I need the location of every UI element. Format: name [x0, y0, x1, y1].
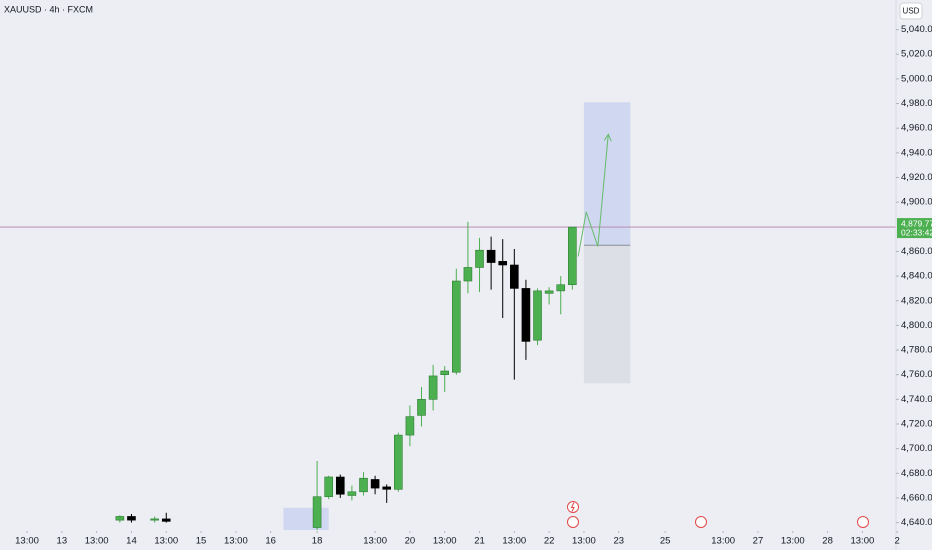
y-tick-label: 4,900.00	[901, 197, 932, 208]
x-tick-label: 16	[265, 536, 276, 547]
y-tick-label: 4,640.00	[901, 517, 932, 528]
y-tick-label: 4,700.00	[901, 443, 932, 454]
candle-body	[382, 486, 391, 490]
candle-body	[463, 267, 473, 282]
target-zone	[583, 102, 631, 246]
candle-body	[370, 479, 380, 489]
x-tick-label: 13:00	[711, 536, 735, 547]
x-tick-label: 23	[613, 536, 624, 547]
x-tick-label: 13:00	[154, 536, 178, 547]
candle-body	[498, 261, 508, 266]
candle-body	[324, 476, 333, 498]
x-tick-label: 22	[544, 536, 555, 547]
x-tick-label: 27	[753, 536, 764, 547]
y-tick-label: 4,780.00	[901, 345, 932, 356]
y-tick-label: 4,660.00	[901, 492, 932, 503]
candle-body	[452, 280, 461, 373]
x-tick-label: 13:00	[850, 536, 874, 547]
x-tick-label: 13:00	[433, 536, 457, 547]
y-tick-label: 4,940.00	[901, 147, 932, 158]
candle-body	[359, 477, 368, 493]
x-tick-label: 28	[822, 536, 833, 547]
x-tick-label: 2	[895, 536, 900, 547]
last-price-label: 4,879.77	[901, 218, 932, 228]
y-tick-label: 4,680.00	[901, 468, 932, 479]
candle-body	[440, 370, 450, 375]
y-tick-label: 4,980.00	[901, 98, 932, 109]
y-tick-label: 4,800.00	[901, 320, 932, 331]
x-tick-label: 13:00	[85, 536, 109, 547]
candle-body	[510, 264, 519, 289]
x-tick-label: 13	[57, 536, 68, 547]
candle-body	[335, 476, 345, 495]
candle-body	[417, 399, 426, 416]
candle-body	[127, 516, 136, 521]
y-tick-label: 4,720.00	[901, 419, 932, 430]
y-tick-label: 5,000.00	[901, 73, 932, 84]
axes: 4,640.00 4,660.00 4,680.00 4,700.00 4,720.00…	[15, 24, 932, 547]
candle-body	[568, 226, 577, 286]
x-tick-label: 14	[126, 536, 137, 547]
y-tick-label: 4,840.00	[901, 271, 932, 282]
x-tick-label: 15	[196, 536, 207, 547]
y-tick-label: 4,960.00	[901, 123, 932, 134]
x-tick-label: 13:00	[502, 536, 526, 547]
last-price-badge	[897, 218, 932, 239]
projection-arrow	[577, 134, 609, 257]
y-tick-label: 5,020.00	[901, 49, 932, 60]
candle-body	[428, 375, 438, 400]
x-tick-label: 13:00	[572, 536, 596, 547]
y-tick-label: 4,860.00	[901, 246, 932, 257]
candle-body	[150, 518, 159, 521]
y-tick-label: 4,920.00	[901, 172, 932, 183]
y-tick-label: 4,760.00	[901, 369, 932, 380]
currency-button[interactable]	[899, 2, 923, 20]
candle-body	[161, 518, 171, 522]
stop-zone	[583, 245, 631, 384]
candle-body	[475, 249, 484, 268]
x-tick-label: 21	[474, 536, 485, 547]
flag-icons	[567, 516, 869, 528]
countdown-label: 02:33:42	[901, 227, 932, 237]
candle-body	[486, 249, 496, 263]
candle-body	[544, 290, 554, 294]
candle-body	[312, 496, 322, 528]
x-tick-label: 13:00	[15, 536, 39, 547]
arrow-head	[603, 133, 612, 142]
price-scale	[896, 0, 932, 550]
candle-body	[556, 284, 566, 292]
symbol-title: XAUUSD · 4h · FXCM	[4, 4, 93, 14]
y-tick-label: 4,740.00	[901, 394, 932, 405]
candle-body	[347, 491, 357, 496]
x-tick-label: 18	[312, 536, 323, 547]
candle-body	[405, 416, 415, 436]
x-tick-label: 13:00	[781, 536, 805, 547]
y-tick-label: 4,820.00	[901, 295, 932, 306]
candle-body	[394, 434, 403, 490]
currency-label[interactable]: USD	[903, 7, 920, 16]
candle-body	[533, 290, 542, 341]
plot-area	[0, 102, 896, 530]
candle-body	[115, 516, 125, 521]
x-tick-label: 13:00	[363, 536, 387, 547]
x-tick-label: 25	[660, 536, 671, 547]
y-tick-label: 5,040.00	[901, 24, 932, 35]
x-tick-label: 20	[405, 536, 416, 547]
candle-body	[521, 288, 531, 342]
event-icon	[567, 501, 579, 513]
zone-box	[283, 507, 329, 530]
x-tick-label: 13:00	[224, 536, 248, 547]
